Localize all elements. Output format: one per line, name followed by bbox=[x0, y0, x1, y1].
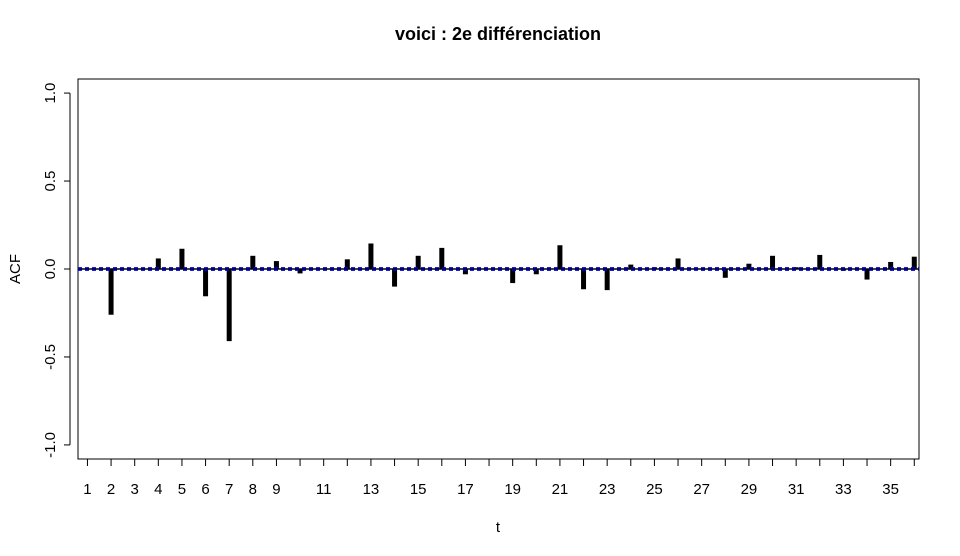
x-axis-label: t bbox=[496, 519, 501, 536]
x-tick-label: 33 bbox=[835, 481, 852, 498]
acf-bar-lag-34 bbox=[864, 269, 870, 280]
x-tick-label: 19 bbox=[504, 481, 521, 498]
acf-bar-lag-17 bbox=[462, 269, 468, 275]
x-tick-label: 35 bbox=[882, 481, 899, 498]
chart-title: voici : 2e différenciation bbox=[395, 24, 601, 44]
acf-bar-lag-9 bbox=[273, 261, 279, 269]
x-tick-label: 3 bbox=[131, 481, 139, 498]
acf-bar-lag-20 bbox=[533, 269, 539, 275]
x-tick-label: 7 bbox=[225, 481, 233, 498]
y-axis-label: ACF bbox=[7, 254, 24, 284]
acf-bar-lag-36 bbox=[911, 256, 917, 269]
x-tick-label: 23 bbox=[599, 481, 616, 498]
acf-bar-lag-10 bbox=[297, 269, 303, 274]
y-axis: -1.0 -0.5 0.0 0.5 1.0 bbox=[42, 83, 71, 458]
x-tick-label: 4 bbox=[154, 481, 162, 498]
y-tick-label: -1.0 bbox=[42, 432, 59, 458]
x-tick-label: 2 bbox=[107, 481, 115, 498]
x-tick-label: 21 bbox=[552, 481, 569, 498]
x-tick-label: 31 bbox=[788, 481, 805, 498]
x-tick-label: 13 bbox=[363, 481, 380, 498]
acf-bar-lag-31 bbox=[793, 267, 799, 269]
acf-bar-lag-5 bbox=[179, 248, 185, 269]
acf-bar-lag-32 bbox=[817, 254, 823, 269]
x-axis: 1 2 3 4 5 6 7 8 9 11 13 15 17 19 21 23 25 27 29 31 33 35 bbox=[83, 458, 915, 498]
acf-bar-lag-8 bbox=[250, 255, 256, 269]
x-tick-label: 1 bbox=[83, 481, 91, 498]
y-tick-label: 0.0 bbox=[42, 259, 59, 280]
acf-bar-lag-22 bbox=[581, 269, 587, 290]
acf-bar-lag-7 bbox=[226, 269, 232, 342]
acf-bar-lag-21 bbox=[557, 245, 563, 269]
acf-bar-lag-28 bbox=[722, 269, 728, 278]
acf-bar-lag-4 bbox=[155, 258, 161, 269]
acf-bar-lag-13 bbox=[368, 243, 374, 269]
acf-bar-lag-16 bbox=[439, 247, 445, 269]
acf-bar-lag-23 bbox=[604, 269, 610, 291]
x-tick-label: 17 bbox=[457, 481, 474, 498]
x-tick-label: 29 bbox=[741, 481, 758, 498]
x-tick-label: 5 bbox=[178, 481, 186, 498]
x-tick-label: 9 bbox=[272, 481, 280, 498]
acf-bar-lag-19 bbox=[510, 269, 516, 284]
y-tick-label: 1.0 bbox=[42, 83, 59, 104]
x-tick-label: 15 bbox=[410, 481, 427, 498]
x-tick-label: 27 bbox=[693, 481, 710, 498]
acf-bar-lag-24 bbox=[628, 264, 634, 269]
x-tick-label: 8 bbox=[249, 481, 257, 498]
acf-bars bbox=[84, 243, 917, 342]
x-tick-label: 11 bbox=[316, 481, 332, 498]
x-tick-label: 6 bbox=[201, 481, 209, 498]
acf-bar-lag-6 bbox=[203, 269, 209, 297]
acf-bar-lag-15 bbox=[415, 255, 421, 269]
acf-bar-lag-30 bbox=[770, 255, 776, 269]
acf-bar-lag-2 bbox=[108, 269, 114, 315]
acf-bar-lag-14 bbox=[392, 269, 398, 287]
y-tick-label: -0.5 bbox=[42, 344, 59, 370]
x-tick-label: 25 bbox=[646, 481, 663, 498]
acf-bar-lag-26 bbox=[675, 258, 681, 269]
acf-bar-lag-35 bbox=[888, 261, 894, 269]
acf-bar-lag-29 bbox=[746, 263, 752, 269]
reference-lines bbox=[78, 267, 919, 271]
y-tick-label: 0.5 bbox=[42, 171, 59, 192]
acf-bar-lag-12 bbox=[344, 259, 350, 269]
